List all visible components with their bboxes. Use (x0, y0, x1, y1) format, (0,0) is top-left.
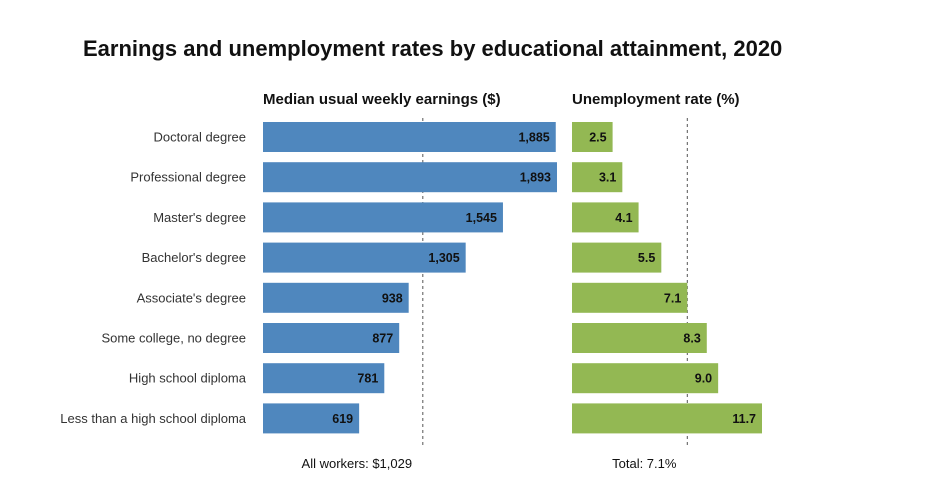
earnings-value-label: 1,305 (428, 251, 459, 265)
chart-title: Earnings and unemployment rates by educa… (83, 36, 782, 61)
category-label: High school diploma (129, 371, 247, 386)
unemployment-value-label: 11.7 (732, 412, 756, 426)
earnings-reference-label: All workers: $1,029 (302, 456, 413, 471)
earnings-value-label: 1,885 (518, 131, 549, 145)
category-label: Doctoral degree (154, 130, 247, 145)
earnings-panel-title: Median usual weekly earnings ($) (263, 91, 501, 108)
earnings-value-label: 1,545 (466, 211, 497, 225)
unemployment-panel-title: Unemployment rate (%) (572, 91, 740, 108)
earnings-value-label: 781 (357, 372, 378, 386)
unemployment-value-label: 7.1 (664, 291, 681, 305)
unemployment-bars: 2.5 3.1 4.1 5.5 7.1 8.3 9.0 11.7 (572, 122, 762, 433)
category-label: Professional degree (130, 170, 246, 185)
earnings-value-label: 938 (382, 291, 403, 305)
category-labels: Doctoral degree Professional degree Master… (60, 130, 247, 426)
earnings-value-label: 1,893 (520, 171, 551, 185)
unemployment-value-label: 2.5 (589, 131, 606, 145)
earnings-bar (263, 162, 557, 192)
unemployment-value-label: 4.1 (615, 211, 632, 225)
earnings-value-label: 877 (372, 332, 393, 346)
category-label: Some college, no degree (101, 331, 246, 346)
category-label: Bachelor's degree (142, 250, 246, 265)
category-label: Less than a high school diploma (60, 411, 247, 426)
unemployment-reference-label: Total: 7.1% (612, 456, 677, 471)
unemployment-value-label: 8.3 (683, 332, 700, 346)
unemployment-value-label: 3.1 (599, 171, 616, 185)
earnings-bars: 1,885 1,893 1,545 1,305 938 877 781 619 (263, 122, 557, 433)
earnings-bar (263, 122, 556, 152)
unemployment-value-label: 5.5 (638, 251, 655, 265)
category-label: Associate's degree (137, 290, 246, 305)
earnings-value-label: 619 (332, 412, 353, 426)
unemployment-value-label: 9.0 (695, 372, 712, 386)
category-label: Master's degree (153, 210, 246, 225)
